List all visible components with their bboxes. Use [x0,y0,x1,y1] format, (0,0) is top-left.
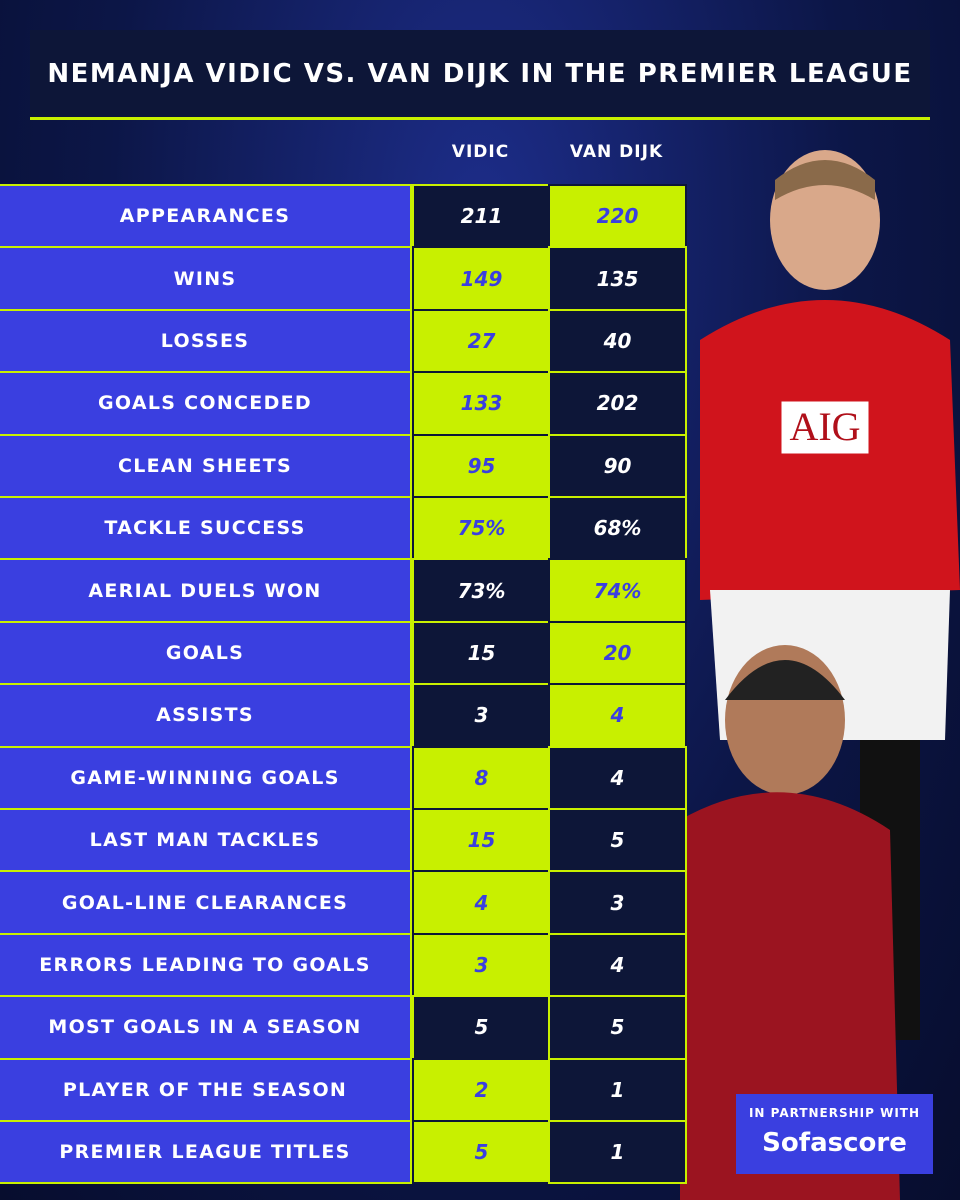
stat-value: 5 [412,995,551,1060]
stat-value: 68% [548,496,687,561]
player-photos: AIG [680,150,960,1200]
stat-value: 4 [548,745,687,810]
stat-value: 95 [412,433,551,498]
stat-value: 3 [412,932,551,998]
stat-value: 90 [548,433,687,498]
row-label: MOST GOALS IN A SEASON [0,995,412,1060]
stat-value: 4 [548,932,687,998]
row-label: GAME-WINNING GOALS [0,745,412,810]
partner-badge: IN PARTNERSHIP WITH Sofascore [736,1094,933,1174]
stat-value: 220 [548,184,687,249]
stat-value: 8 [412,745,551,810]
stat-value: 75% [412,496,551,561]
stat-value: 4 [548,683,687,748]
stat-value: 40 [548,308,687,374]
stat-value: 15 [412,620,551,686]
stat-value: 3 [548,870,687,935]
row-label: LOSSES [0,308,412,374]
column-header: VAN DIJK [569,142,664,162]
stat-value: 1 [548,1057,687,1122]
row-label: CLEAN SHEETS [0,433,412,498]
stat-value: 202 [548,371,687,436]
stat-value: 1 [548,1120,687,1185]
stat-value: 27 [412,308,551,374]
stat-value: 149 [412,246,551,311]
row-label: WINS [0,246,412,311]
stat-value: 2 [412,1057,551,1122]
partner-caption: IN PARTNERSHIP WITH [748,1106,921,1120]
stat-value: 211 [412,184,551,249]
row-label: LAST MAN TACKLES [0,808,412,873]
stat-value: 5 [548,808,687,873]
column-header: VIDIC [451,142,510,162]
stat-value: 133 [412,371,551,436]
row-label: AERIAL DUELS WON [0,558,412,623]
stat-value: 3 [412,683,551,748]
title: NEMANJA VIDIC VS. VAN DIJK IN THE PREMIE… [30,30,930,120]
row-label: TACKLE SUCCESS [0,496,412,561]
stat-value: 73% [412,558,551,623]
row-label: ERRORS LEADING TO GOALS [0,932,412,998]
row-label: PREMIER LEAGUE TITLES [0,1120,412,1185]
stat-value: 5 [412,1120,551,1185]
stat-value: 20 [548,620,687,686]
svg-text:AIG: AIG [789,404,860,449]
stat-value: 74% [548,558,687,623]
row-label: GOALS [0,620,412,686]
stat-value: 4 [412,870,551,935]
partner-name: Sofascore [762,1128,907,1158]
stat-value: 15 [412,808,551,873]
row-label: APPEARANCES [0,184,412,249]
row-label: ASSISTS [0,683,412,748]
row-label: GOALS CONCEDED [0,371,412,436]
row-label: PLAYER OF THE SEASON [0,1057,412,1122]
stat-value: 135 [548,246,687,311]
stat-value: 5 [548,995,687,1060]
row-label: GOAL-LINE CLEARANCES [0,870,412,935]
